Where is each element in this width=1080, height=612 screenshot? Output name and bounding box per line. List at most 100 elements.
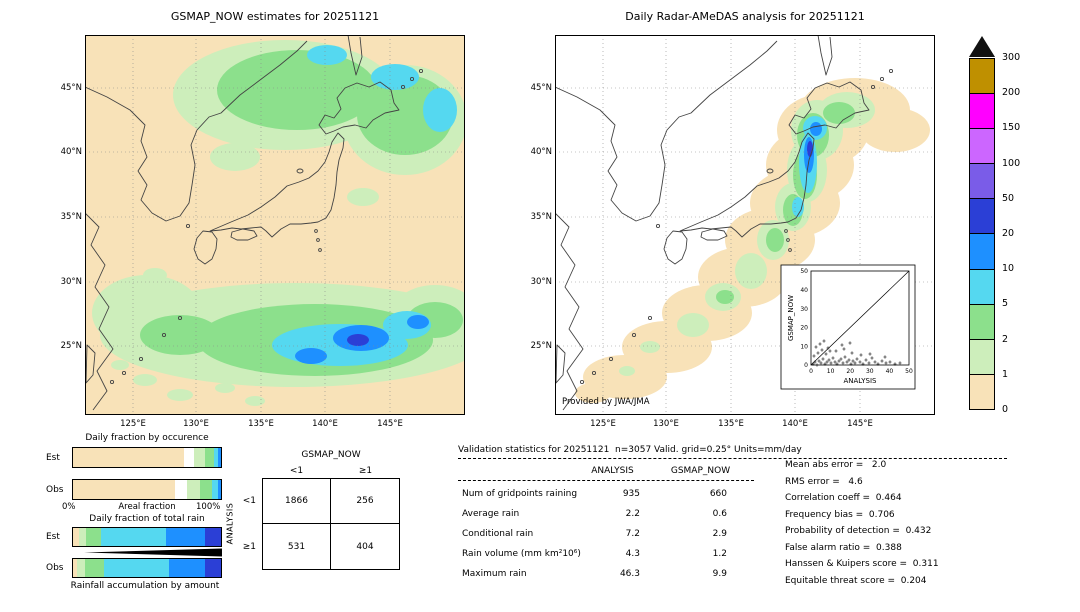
bar-segment: [86, 528, 102, 546]
right-map: 0 10 20 30 40 50 0 10 20 30 40 50 ANALYS…: [555, 35, 935, 415]
svg-text:0: 0: [804, 362, 808, 369]
inset-ylabel: GSMAP_NOW: [787, 295, 795, 341]
stats-value-gsmap: 0.6: [712, 509, 727, 519]
svg-text:40: 40: [886, 368, 894, 375]
colorbar-segment: [970, 163, 994, 199]
scatter-inset: 0 10 20 30 40 50 0 10 20 30 40 50 ANALYS…: [780, 264, 916, 390]
total-rain-obs-bar: [72, 558, 222, 578]
bar-segment: [77, 559, 85, 577]
bar-segment: [175, 480, 187, 499]
colorbar-segment: [970, 59, 994, 94]
score-equitable-threat: Equitable threat score = 0.204: [785, 576, 927, 586]
colorbar-level-label: 20: [1002, 228, 1015, 239]
left-map-precipitation: [92, 40, 465, 406]
stats-row-label: Num of gridpoints raining: [462, 489, 578, 499]
right-map-title: Daily Radar-AMeDAS analysis for 20251121: [625, 10, 865, 23]
colorbar-segment: [970, 268, 994, 304]
svg-text:20: 20: [800, 325, 808, 332]
svg-text:20: 20: [846, 368, 854, 375]
left-map: [85, 35, 465, 415]
bar-segment: [204, 528, 221, 546]
colorbar-level-label: 5: [1002, 298, 1009, 310]
stats-value-analysis: 46.3: [619, 569, 640, 579]
stats-value-analysis: 7.2: [625, 529, 640, 539]
left-lon-tick: 135°E: [248, 419, 274, 429]
contingency-col-label: <1: [289, 466, 304, 476]
stats-row-label: Rain volume (mm km²10⁶): [462, 549, 581, 559]
bar-segment: [73, 528, 79, 546]
bar-segment: [169, 559, 205, 577]
score-far: False alarm ratio = 0.388: [785, 543, 902, 553]
bar-segment: [186, 480, 201, 499]
bar-segment: [73, 480, 176, 499]
svg-text:30: 30: [866, 368, 874, 375]
colorbar-labels: 300 200 150 100 50 20 10 5 2 1 0: [1002, 52, 1038, 415]
right-lat-tick: 45°N: [530, 83, 552, 93]
contingency-title: GSMAP_NOW: [301, 450, 361, 460]
colorbar-level-label: 2: [1002, 333, 1009, 345]
right-map-precipitation: [575, 78, 930, 403]
colorbar-level-label: 150: [1002, 122, 1021, 134]
left-lon-tick: 130°E: [183, 419, 209, 429]
stats-value-gsmap: 660: [709, 489, 727, 499]
bar-segment: [184, 448, 195, 467]
stats-row-label: Average rain: [462, 509, 520, 519]
score-hanssen-kuipers: Hanssen & Kuipers score = 0.311: [785, 559, 939, 569]
svg-text:40: 40: [800, 287, 808, 294]
inset-x-tick-labels: 0 10 20 30 40 50: [809, 368, 913, 375]
total-rain-obs-label: Obs: [46, 563, 64, 573]
bar-segment: [84, 559, 105, 577]
svg-text:30: 30: [800, 306, 808, 313]
left-lat-tick: 35°N: [60, 212, 82, 222]
occurrence-est-bar: [72, 447, 222, 468]
stats-col-header-gsmap: GSMAP_NOW: [670, 466, 731, 476]
occurrence-est-label: Est: [46, 453, 60, 463]
occurrence-obs-label: Obs: [46, 485, 64, 495]
inset-y-tick-labels: 0 10 20 30 40 50: [800, 268, 808, 369]
colorbar-segment: [970, 233, 994, 269]
contingency-cell: 404: [356, 541, 374, 552]
colorbar-segment: [970, 198, 994, 234]
right-lat-tick: 25°N: [530, 341, 552, 351]
contingency-cell-hit-miss: 1866: [263, 479, 331, 524]
bar-segment: [104, 559, 170, 577]
colorbar-segment: [970, 128, 994, 164]
occurrence-axis-max: 100%: [196, 502, 221, 512]
total-rain-title: Daily fraction of total rain: [89, 514, 205, 524]
colorbar: [969, 58, 995, 410]
score-correlation: Correlation coeff = 0.464: [785, 493, 902, 503]
colorbar-level-label: 300: [1002, 52, 1021, 63]
right-map-coastlines: [555, 35, 894, 411]
right-lat-tick: 30°N: [530, 277, 552, 287]
left-map-coastlines: [85, 35, 424, 411]
colorbar-level-label: 100: [1002, 157, 1021, 169]
contingency-cell: 256: [331, 479, 399, 524]
svg-text:10: 10: [827, 368, 835, 375]
contingency-row-axis-label: ANALYSIS: [225, 502, 235, 545]
colorbar-level-label: 1: [1002, 368, 1009, 380]
stats-value-gsmap: 2.9: [712, 529, 727, 539]
stats-value-analysis: 2.2: [625, 509, 640, 519]
total-rain-est-bar: [72, 527, 222, 547]
stats-value-analysis: 935: [622, 489, 640, 499]
left-lat-tick: 45°N: [60, 83, 82, 93]
right-lat-tick: 40°N: [530, 147, 552, 157]
data-credit: Provided by JWA/JMA: [562, 397, 650, 407]
colorbar-segment: [970, 338, 994, 374]
contingency-row-label: <1: [242, 496, 256, 506]
left-lat-tick: 25°N: [60, 341, 82, 351]
contingency-col-label: ≥1: [358, 466, 373, 476]
stats-header: Validation statistics for 20251121 n=305…: [458, 445, 802, 455]
inset-xlabel: ANALYSIS: [843, 377, 877, 385]
stats-value-gsmap: 9.9: [712, 569, 727, 579]
colorbar-level-label: 50: [1002, 192, 1015, 204]
left-lat-tick: 40°N: [60, 147, 82, 157]
colorbar-level-label: 10: [1002, 263, 1015, 275]
accumulation-wedge: [84, 548, 222, 557]
bar-segment: [166, 528, 205, 546]
bar-segment: [73, 448, 184, 467]
contingency-table: 1866 256 531 404: [262, 478, 400, 570]
left-map-title: GSMAP_NOW estimates for 20251121: [170, 10, 380, 23]
svg-text:50: 50: [800, 268, 808, 275]
right-lon-tick: 140°E: [782, 419, 808, 429]
